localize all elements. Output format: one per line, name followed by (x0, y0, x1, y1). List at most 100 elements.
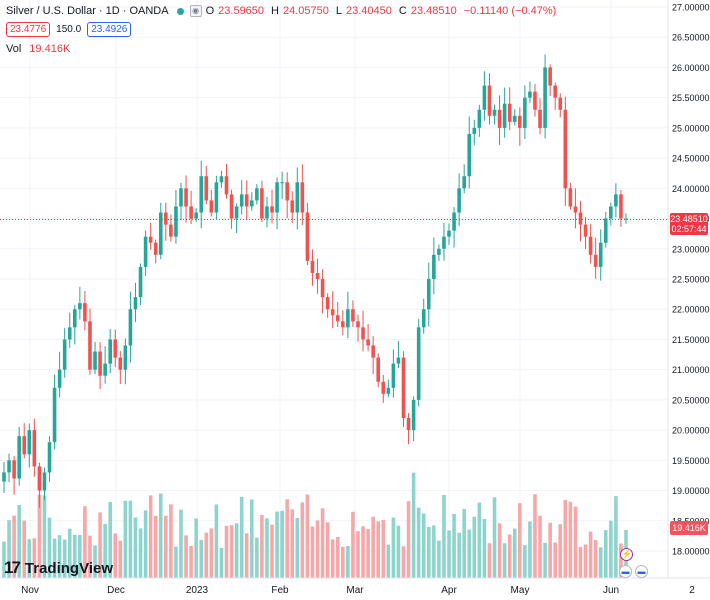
candle-body (169, 224, 173, 237)
price-tick-label: 27.00000 (672, 3, 710, 13)
candle-body (487, 85, 492, 116)
candle-body (497, 109, 502, 128)
volume-bar (346, 546, 350, 578)
candle-body (437, 248, 441, 255)
volume-bar (371, 516, 375, 578)
volume-bar (93, 545, 97, 578)
volume-bar (67, 528, 72, 578)
candle-body (391, 363, 396, 388)
volume-bar (275, 511, 279, 578)
candle-body (452, 212, 456, 231)
volume-bar (416, 507, 421, 578)
candle-body (351, 309, 355, 322)
candle-body (98, 351, 102, 376)
volume-bar (548, 522, 552, 578)
volume-bar (528, 521, 532, 578)
candle-body (325, 297, 330, 310)
candle-body (411, 399, 416, 431)
candle-body (32, 430, 37, 467)
candle-body (295, 182, 300, 213)
volume-bar (320, 508, 325, 578)
low-value: 23.40450 (346, 5, 392, 17)
symbol-legend: Silver / U.S. Dollar · 1D · OANDA ◉ O 23.… (6, 5, 559, 17)
candle-body (174, 206, 178, 237)
volume-bar (128, 500, 133, 578)
volume-bar (543, 542, 547, 578)
volume-label[interactable]: Vol (6, 43, 22, 55)
volume-bar (72, 534, 77, 578)
buy-button[interactable]: 23.4926 (87, 22, 132, 37)
volume-legend: Vol 19.416K (6, 43, 70, 55)
volume-tag: 19.416K (670, 521, 708, 535)
candle-body (300, 182, 305, 213)
candle-body (472, 127, 477, 134)
volume-bar (396, 525, 401, 578)
candle-body (128, 309, 133, 346)
volume-bar (260, 514, 264, 578)
candle-body (123, 345, 128, 370)
candle-body (229, 194, 234, 219)
bid-ask-panel: 23.4776 150.0 23.4926 (6, 22, 132, 37)
volume-bar (133, 517, 138, 578)
candle-body (164, 212, 168, 225)
volume-bar (507, 534, 512, 578)
low-key: L (335, 5, 343, 17)
candle-body (341, 321, 345, 328)
candle-body (482, 85, 487, 110)
symbol-title[interactable]: Silver / U.S. Dollar · 1D · OANDA (6, 5, 169, 17)
volume-bar (169, 504, 173, 578)
candle-body (179, 188, 183, 207)
volume-bar (325, 522, 330, 578)
eye-icon[interactable]: ◉ (189, 5, 202, 17)
price-tick-label: 25.00000 (672, 123, 710, 133)
candle-body (209, 200, 214, 213)
candle-body (543, 67, 547, 128)
candle-body (234, 206, 239, 219)
volume-bar (477, 502, 482, 578)
volume-bar (83, 506, 87, 578)
volume-bar (153, 515, 158, 578)
candle-body (421, 309, 426, 328)
candle-body (280, 182, 284, 184)
last-price-tag: 23.48510 02:57:44 (670, 213, 708, 236)
price-tick-label: 22.00000 (672, 305, 710, 315)
price-tick-label: 20.00000 (672, 426, 710, 436)
flag-icon[interactable]: ▬ (635, 565, 648, 578)
sell-button[interactable]: 23.4776 (6, 22, 51, 37)
candle-body (285, 182, 289, 201)
volume-bar (138, 528, 143, 578)
volume-bar (194, 518, 198, 578)
volume-bar (356, 531, 360, 578)
candle-body (17, 436, 21, 479)
tradingview-logo[interactable]: 17 TradingView (4, 558, 113, 578)
candle-body (533, 91, 537, 110)
bolt-icon[interactable]: ⚡ (620, 548, 633, 561)
price-axis: 27.00000 26.50000 26.00000 25.50000 25.00000… (672, 3, 710, 557)
volume-bar (538, 515, 542, 578)
candle-body (442, 236, 446, 249)
volume-bar (189, 545, 193, 578)
candle-body (260, 188, 264, 219)
candle-body (83, 303, 87, 322)
volume-bar (199, 539, 204, 578)
candle-body (47, 442, 52, 473)
candle-body (67, 327, 72, 340)
candle-body (563, 109, 568, 189)
volume-bar (411, 472, 416, 578)
candle-body (265, 206, 269, 219)
volume-bar (239, 496, 244, 578)
candle-body (614, 194, 618, 207)
price-tick-label: 24.00000 (672, 184, 710, 194)
candle-body (204, 176, 209, 201)
flag-icon[interactable]: ▬ (619, 565, 632, 578)
open-value: 23.59650 (218, 5, 265, 17)
candle-body (492, 109, 497, 116)
candle-body (52, 387, 57, 443)
candle-body (7, 460, 11, 473)
candle-body (330, 309, 335, 316)
volume-bar (290, 509, 295, 578)
candle-body (578, 212, 583, 225)
candle-body (224, 176, 229, 195)
price-tick-label: 19.00000 (672, 486, 710, 496)
